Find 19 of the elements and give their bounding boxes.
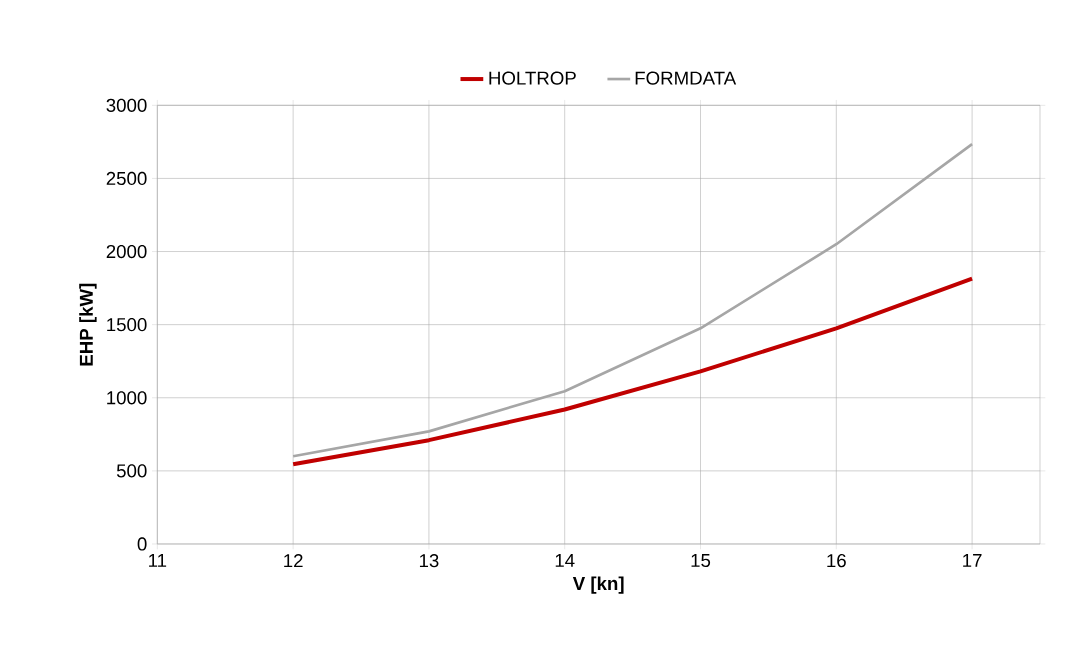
y-tick-label: 1500: [107, 318, 147, 332]
y-tick-label: 3000: [106, 98, 147, 112]
y-tick-label: 2500: [106, 171, 147, 186]
x-axis-title: V [kn]: [572, 576, 624, 594]
x-tick-label: 17: [963, 554, 982, 567]
x-tick-label: 15: [691, 554, 711, 568]
x-tick-label: 12: [284, 554, 303, 568]
legend-label: FORMDATA: [635, 71, 737, 85]
x-tick-label: 11: [149, 554, 167, 567]
x-tick-label: 14: [555, 554, 575, 567]
y-tick-label: 500: [116, 464, 147, 478]
y-tick-label: 0: [137, 537, 147, 551]
y-axis-title: EHP [kW]: [79, 283, 97, 366]
legend-label: HOLTROP: [489, 71, 576, 85]
x-tick-label: 13: [419, 554, 439, 568]
x-tick-label: 16: [827, 554, 846, 568]
y-tick-label: 2000: [106, 244, 147, 259]
line-series: [291, 276, 975, 467]
y-tick-label: 1000: [107, 391, 147, 405]
